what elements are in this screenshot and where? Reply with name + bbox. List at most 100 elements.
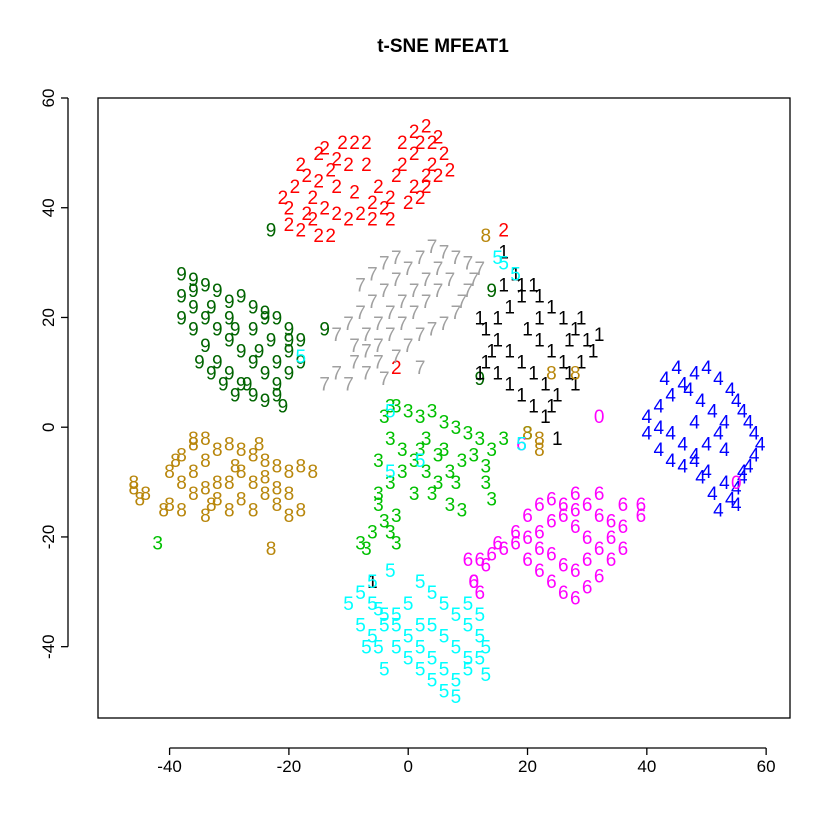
data-point-5: 5 bbox=[373, 599, 384, 620]
data-point-7: 7 bbox=[451, 303, 462, 324]
data-point-2: 2 bbox=[319, 138, 330, 159]
data-point-1: 1 bbox=[504, 374, 515, 395]
data-point-7: 7 bbox=[373, 314, 384, 335]
data-point-9: 9 bbox=[272, 374, 283, 395]
data-point-8: 8 bbox=[272, 457, 283, 478]
data-point-1: 1 bbox=[528, 363, 539, 384]
data-point-5: 5 bbox=[427, 583, 438, 604]
data-point-1: 1 bbox=[546, 341, 557, 362]
data-point-3: 3 bbox=[415, 407, 426, 428]
data-point-7: 7 bbox=[439, 243, 450, 264]
data-point-6: 6 bbox=[486, 544, 497, 565]
data-point-3: 3 bbox=[522, 424, 533, 445]
data-point-8: 8 bbox=[266, 539, 277, 560]
data-point-2: 2 bbox=[337, 133, 348, 154]
data-point-3: 3 bbox=[373, 484, 384, 505]
data-point-7: 7 bbox=[475, 259, 486, 280]
data-point-5: 5 bbox=[510, 265, 521, 286]
data-point-8: 8 bbox=[188, 484, 199, 505]
data-point-7: 7 bbox=[355, 276, 366, 297]
data-point-3: 3 bbox=[367, 522, 378, 543]
data-point-2: 2 bbox=[498, 221, 509, 242]
data-point-5: 5 bbox=[367, 594, 378, 615]
data-point-5: 5 bbox=[379, 616, 390, 637]
data-point-7: 7 bbox=[367, 265, 378, 286]
data-point-3: 3 bbox=[451, 418, 462, 439]
data-point-5: 5 bbox=[367, 572, 378, 593]
data-point-3: 3 bbox=[433, 473, 444, 494]
data-point-3: 3 bbox=[445, 462, 456, 483]
data-point-7: 7 bbox=[379, 254, 390, 275]
data-point-3: 3 bbox=[397, 440, 408, 461]
data-point-4: 4 bbox=[743, 413, 754, 434]
data-point-8: 8 bbox=[284, 484, 295, 505]
data-point-9: 9 bbox=[236, 287, 247, 308]
data-point-5: 5 bbox=[355, 583, 366, 604]
data-point-4: 4 bbox=[683, 380, 694, 401]
data-point-7: 7 bbox=[361, 325, 372, 346]
data-point-2: 2 bbox=[278, 188, 289, 209]
data-point-5: 5 bbox=[379, 660, 390, 681]
data-point-5: 5 bbox=[451, 605, 462, 626]
data-point-5: 5 bbox=[451, 638, 462, 659]
data-point-4: 4 bbox=[665, 451, 676, 472]
data-point-4: 4 bbox=[642, 424, 653, 445]
data-point-6: 6 bbox=[606, 550, 617, 571]
data-point-2: 2 bbox=[325, 160, 336, 181]
data-point-5: 5 bbox=[463, 660, 474, 681]
data-point-5: 5 bbox=[403, 594, 414, 615]
data-point-7: 7 bbox=[343, 374, 354, 395]
data-point-6: 6 bbox=[498, 539, 509, 560]
data-point-9: 9 bbox=[284, 341, 295, 362]
data-point-5: 5 bbox=[451, 671, 462, 692]
data-point-3: 3 bbox=[409, 484, 420, 505]
data-point-6: 6 bbox=[594, 484, 605, 505]
y-tick-label: 60 bbox=[39, 89, 58, 108]
data-point-5: 5 bbox=[361, 638, 372, 659]
data-point-8: 8 bbox=[134, 490, 145, 511]
data-point-3: 3 bbox=[385, 522, 396, 543]
data-point-6: 6 bbox=[546, 511, 557, 532]
data-point-4: 4 bbox=[665, 385, 676, 406]
data-point-8: 8 bbox=[212, 490, 223, 511]
data-point-2: 2 bbox=[415, 188, 426, 209]
data-point-5: 5 bbox=[427, 649, 438, 670]
data-point-4: 4 bbox=[677, 435, 688, 456]
data-point-4: 4 bbox=[719, 473, 730, 494]
data-point-7: 7 bbox=[373, 336, 384, 357]
data-point-6: 6 bbox=[594, 506, 605, 527]
data-point-7: 7 bbox=[349, 336, 360, 357]
data-point-8: 8 bbox=[522, 424, 533, 445]
data-point-6: 6 bbox=[618, 517, 629, 538]
data-point-2: 2 bbox=[385, 188, 396, 209]
data-point-4: 4 bbox=[701, 462, 712, 483]
data-point-7: 7 bbox=[427, 319, 438, 340]
data-point-2: 2 bbox=[439, 144, 450, 165]
data-point-1: 1 bbox=[582, 330, 593, 351]
data-point-4: 4 bbox=[689, 363, 700, 384]
data-point-5: 5 bbox=[475, 627, 486, 648]
data-point-2: 2 bbox=[397, 133, 408, 154]
data-point-6: 6 bbox=[582, 495, 593, 516]
data-point-8: 8 bbox=[307, 462, 318, 483]
data-point-5: 5 bbox=[415, 451, 426, 472]
data-point-4: 4 bbox=[665, 424, 676, 445]
data-point-2: 2 bbox=[349, 133, 360, 154]
data-point-9: 9 bbox=[260, 363, 271, 384]
data-point-7: 7 bbox=[391, 270, 402, 291]
data-point-2: 2 bbox=[409, 122, 420, 143]
data-point-1: 1 bbox=[564, 363, 575, 384]
data-point-9: 9 bbox=[236, 341, 247, 362]
data-point-8: 8 bbox=[129, 479, 140, 500]
data-point-4: 4 bbox=[653, 440, 664, 461]
data-point-7: 7 bbox=[451, 248, 462, 269]
data-point-5: 5 bbox=[492, 248, 503, 269]
data-point-8: 8 bbox=[230, 457, 241, 478]
data-point-3: 3 bbox=[427, 484, 438, 505]
data-point-9: 9 bbox=[212, 281, 223, 302]
data-point-7: 7 bbox=[409, 281, 420, 302]
data-point-1: 1 bbox=[588, 341, 599, 362]
data-point-4: 4 bbox=[713, 501, 724, 522]
data-point-9: 9 bbox=[260, 303, 271, 324]
data-point-2: 2 bbox=[403, 193, 414, 214]
